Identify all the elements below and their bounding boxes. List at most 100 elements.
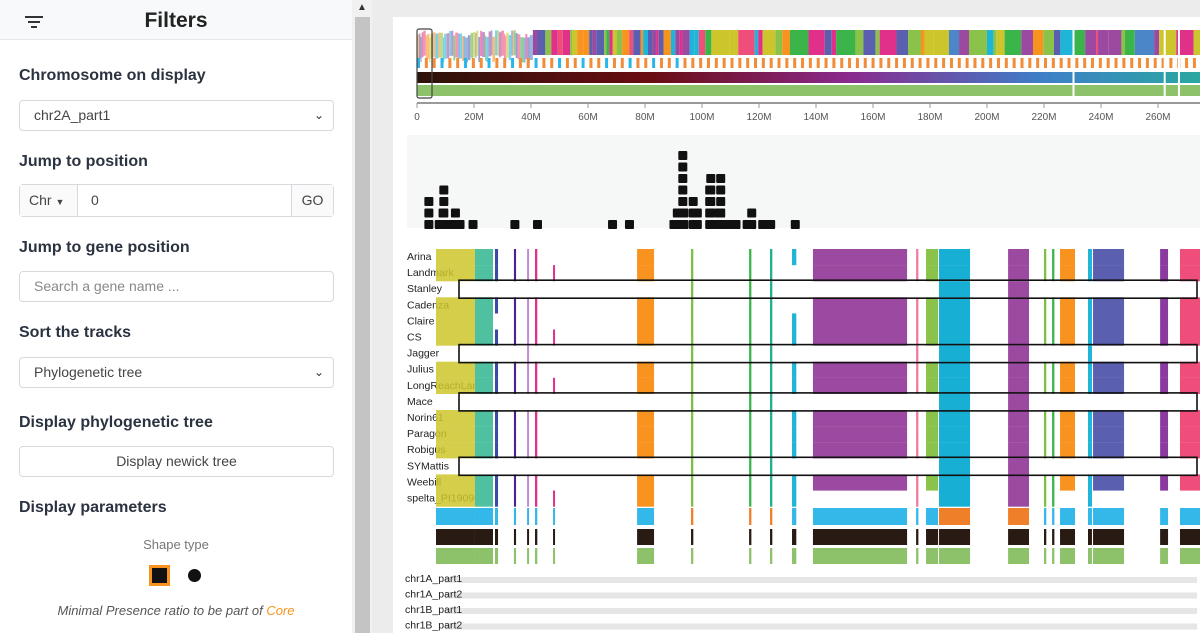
- density-square: [678, 151, 688, 160]
- presence-block: [494, 442, 499, 459]
- presence-block: [1043, 442, 1047, 459]
- presence-block: [535, 313, 538, 330]
- overview-core-block: [1122, 58, 1126, 68]
- gene-search-input[interactable]: Search a gene name ...: [19, 271, 334, 302]
- presence-block: [770, 458, 773, 475]
- highlighted-track-outline: [458, 343, 1198, 364]
- overview-core-block: [785, 58, 789, 68]
- presence-block: [939, 393, 971, 411]
- position-input[interactable]: 0: [91, 192, 99, 208]
- square-icon: [152, 568, 167, 583]
- jump-position-label: Jump to position: [19, 153, 148, 170]
- highlighted-track-outline: [458, 456, 1198, 477]
- overview-core-block: [495, 58, 499, 68]
- presence-block: [792, 490, 797, 507]
- presence-summary-block: [637, 548, 655, 564]
- presence-block: [494, 410, 499, 427]
- core-link[interactable]: Core: [266, 603, 295, 618]
- density-square: [424, 208, 434, 218]
- square-shape-option[interactable]: [149, 565, 170, 586]
- overview-block: [460, 33, 462, 59]
- sidebar-scrollbar[interactable]: ▲: [352, 0, 372, 633]
- overview-block: [604, 30, 607, 55]
- presence-block: [494, 329, 499, 346]
- presence-block: [770, 377, 773, 394]
- presence-block: [792, 361, 797, 378]
- overview-block: [652, 30, 657, 55]
- presence-block: [637, 442, 655, 459]
- presence-block: [770, 474, 773, 491]
- chromosome-select[interactable]: chr2A_part1 ⌄: [19, 100, 334, 131]
- overview-block: [418, 33, 421, 59]
- presence-block: [637, 410, 655, 427]
- presence-block: [792, 474, 797, 491]
- presence-block: [535, 249, 538, 266]
- overview-block: [425, 35, 428, 61]
- overview-block: [1193, 30, 1200, 55]
- presence-summary-block: [553, 548, 556, 564]
- presence-block: [1008, 377, 1030, 394]
- presence-block: [1060, 297, 1076, 314]
- presence-block: [770, 313, 773, 330]
- overview-block: [491, 30, 493, 56]
- density-square: [679, 208, 689, 218]
- presence-summary-block: [1008, 548, 1030, 564]
- presence-block: [1160, 410, 1169, 427]
- chr-dropdown[interactable]: Chr ▼: [20, 185, 78, 216]
- presence-block: [1087, 361, 1092, 378]
- density-square: [439, 197, 449, 206]
- core-shell-block: [527, 508, 530, 525]
- presence-block: [527, 297, 530, 314]
- overview-core-block: [957, 58, 961, 68]
- presence-block: [1179, 377, 1200, 394]
- axis-tick-label: 80M: [635, 112, 654, 123]
- presence-block: [770, 329, 773, 346]
- filter-icon[interactable]: [24, 16, 44, 31]
- overview-core-block: [730, 58, 734, 68]
- overview-block: [986, 30, 994, 55]
- core-shell-block: [1179, 508, 1200, 525]
- presence-block: [691, 361, 694, 378]
- overview-core-block: [863, 58, 867, 68]
- presence-block: [553, 377, 556, 394]
- presence-summary-block: [812, 548, 908, 564]
- overview-core-block: [511, 58, 515, 68]
- pangenome-chart: 0 20M 40M 60M 80M 100M 120M 140M 160M 180M 200M 220…: [405, 28, 1200, 632]
- chromosome-track: [445, 608, 1197, 614]
- chevron-up-icon[interactable]: ▲: [357, 2, 367, 13]
- density-square: [747, 208, 757, 218]
- overview-block: [551, 30, 558, 55]
- go-button[interactable]: GO: [291, 185, 333, 216]
- presence-block: [527, 442, 530, 459]
- overview-block: [523, 37, 526, 63]
- overview-core-block: [934, 58, 938, 68]
- core-shell-block: [1043, 508, 1047, 525]
- overview-block: [451, 30, 454, 56]
- presence-block: [535, 426, 538, 443]
- presence-block: [1052, 377, 1055, 394]
- overview-block: [421, 32, 424, 58]
- overview-block: [996, 30, 1005, 55]
- presence-block: [939, 329, 971, 346]
- display-params-label: Display parameters: [19, 499, 167, 516]
- presence-block: [770, 345, 773, 362]
- count-block: [1160, 529, 1169, 545]
- presence-block: [1160, 442, 1169, 459]
- scrollbar-thumb[interactable]: [355, 17, 370, 633]
- presence-block: [1008, 458, 1030, 475]
- core-shell-block: [926, 508, 939, 525]
- overview-block: [959, 30, 969, 55]
- sort-select[interactable]: Phylogenetic tree ⌄: [19, 357, 334, 388]
- display-newick-tree-button[interactable]: Display newick tree: [19, 446, 334, 477]
- overview-block: [758, 30, 763, 55]
- count-block: [436, 529, 475, 545]
- overview-block: [449, 31, 452, 57]
- presence-block: [527, 329, 530, 346]
- presence-block: [1087, 345, 1092, 362]
- presence-block: [749, 281, 752, 298]
- presence-block: [1008, 442, 1030, 459]
- presence-block: [1087, 426, 1092, 443]
- count-block: [527, 529, 530, 545]
- density-square: [468, 220, 478, 229]
- circle-shape-option[interactable]: [188, 569, 201, 582]
